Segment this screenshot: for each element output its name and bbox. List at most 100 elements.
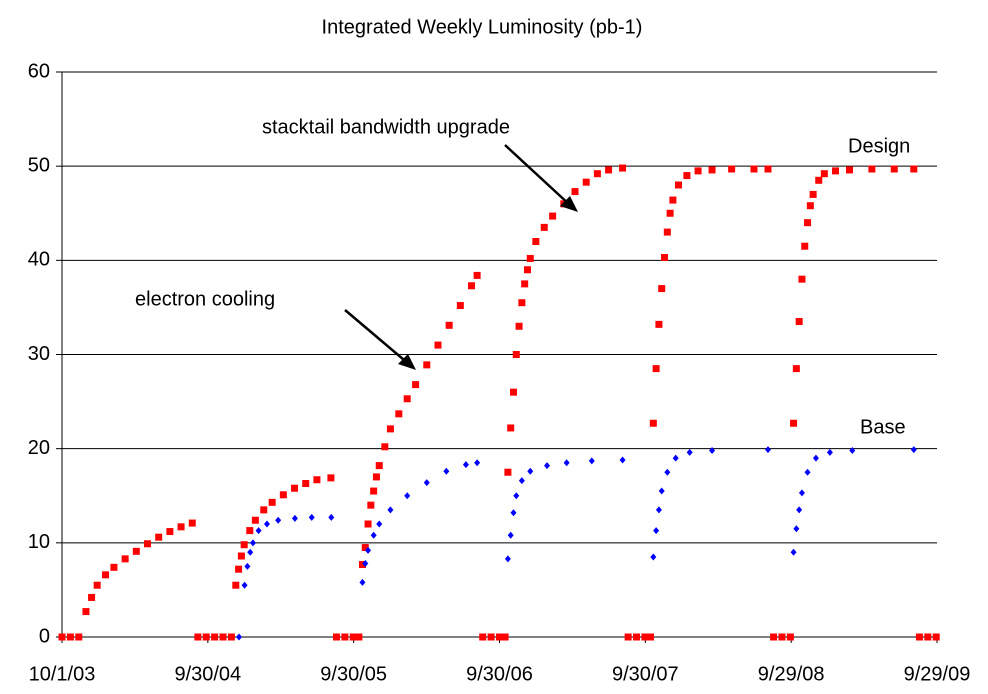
data-point [313, 476, 321, 484]
data-point [593, 170, 601, 178]
data-point [798, 489, 805, 497]
x-tick-label: 9/30/07 [612, 663, 679, 685]
data-point [801, 242, 809, 250]
data-point [456, 302, 464, 310]
data-point [650, 553, 657, 561]
data-point [661, 254, 669, 262]
data-point [795, 318, 803, 326]
data-point [144, 540, 152, 548]
data-point [910, 446, 917, 454]
data-point [812, 454, 819, 462]
data-point [268, 498, 276, 506]
data-point [349, 633, 357, 641]
data-point [241, 581, 248, 589]
data-point [507, 531, 514, 539]
data-point [227, 633, 235, 641]
data-point [624, 633, 632, 641]
data-point [709, 447, 716, 455]
data-point [58, 633, 66, 641]
data-point [806, 202, 814, 210]
data-point [302, 480, 310, 488]
data-point [809, 190, 817, 198]
data-point [358, 560, 366, 568]
data-point [796, 506, 803, 514]
data-point [247, 548, 254, 556]
data-point [364, 520, 372, 528]
data-point [244, 562, 251, 570]
data-point [443, 467, 450, 475]
y-tick-label: 30 [28, 343, 50, 365]
series-label: Design [848, 135, 910, 157]
data-point [764, 446, 771, 454]
data-point [540, 223, 548, 231]
data-point [513, 492, 520, 500]
data-point [387, 506, 394, 514]
data-point [518, 299, 526, 307]
data-point [75, 633, 83, 641]
data-point [341, 633, 349, 641]
data-point [462, 461, 469, 469]
data-point [683, 172, 691, 180]
series-label: Base [860, 416, 906, 438]
data-point [121, 555, 129, 563]
data-point [376, 520, 383, 528]
data-point [219, 633, 227, 641]
annotation-arrow [504, 144, 572, 207]
data-point [88, 593, 96, 601]
data-point [526, 254, 534, 262]
data-point [633, 633, 641, 641]
annotation: stacktail bandwidth upgrade [262, 116, 510, 138]
data-point [235, 633, 242, 641]
data-point [674, 181, 682, 189]
data-point [652, 365, 660, 373]
data-point [571, 188, 579, 196]
data-point [474, 459, 481, 467]
data-point [110, 563, 118, 571]
data-point [664, 468, 671, 476]
data-point [395, 410, 403, 418]
data-point [370, 487, 378, 495]
data-point [132, 547, 140, 555]
data-point [619, 456, 626, 464]
data-point [868, 165, 876, 173]
data-point [523, 266, 531, 274]
x-tick-label: 9/30/06 [466, 663, 533, 685]
data-point [649, 419, 657, 427]
data-point [910, 165, 918, 173]
data-point [820, 170, 828, 178]
data-point [658, 285, 666, 293]
data-point [619, 164, 627, 172]
data-point [672, 454, 679, 462]
y-tick-label: 20 [28, 437, 50, 459]
annotation-arrowhead [560, 196, 578, 212]
data-point [658, 487, 665, 495]
data-point [846, 166, 853, 174]
data-point [512, 351, 520, 358]
data-point [381, 443, 389, 451]
data-point [291, 514, 298, 522]
annotation-arrowhead [398, 354, 416, 370]
data-point [275, 516, 282, 524]
data-point [647, 633, 655, 641]
data-point [249, 539, 256, 547]
data-point [849, 447, 856, 455]
data-point [327, 474, 335, 482]
x-tick-label: 9/30/04 [174, 663, 241, 685]
y-tick-label: 0 [39, 625, 50, 647]
data-point [778, 633, 786, 641]
y-tick-label: 10 [28, 531, 50, 553]
data-point [832, 167, 840, 175]
annotation-arrow [344, 309, 411, 366]
data-point [544, 462, 551, 470]
data-point [518, 477, 525, 485]
data-point [708, 166, 716, 174]
data-point [605, 166, 613, 174]
data-point [798, 275, 806, 283]
data-point [655, 320, 663, 328]
data-point [240, 541, 248, 549]
data-point [263, 520, 270, 528]
data-point [815, 176, 823, 184]
data-point [361, 544, 369, 552]
x-tick-label: 9/30/05 [320, 663, 387, 685]
data-point [932, 633, 940, 641]
